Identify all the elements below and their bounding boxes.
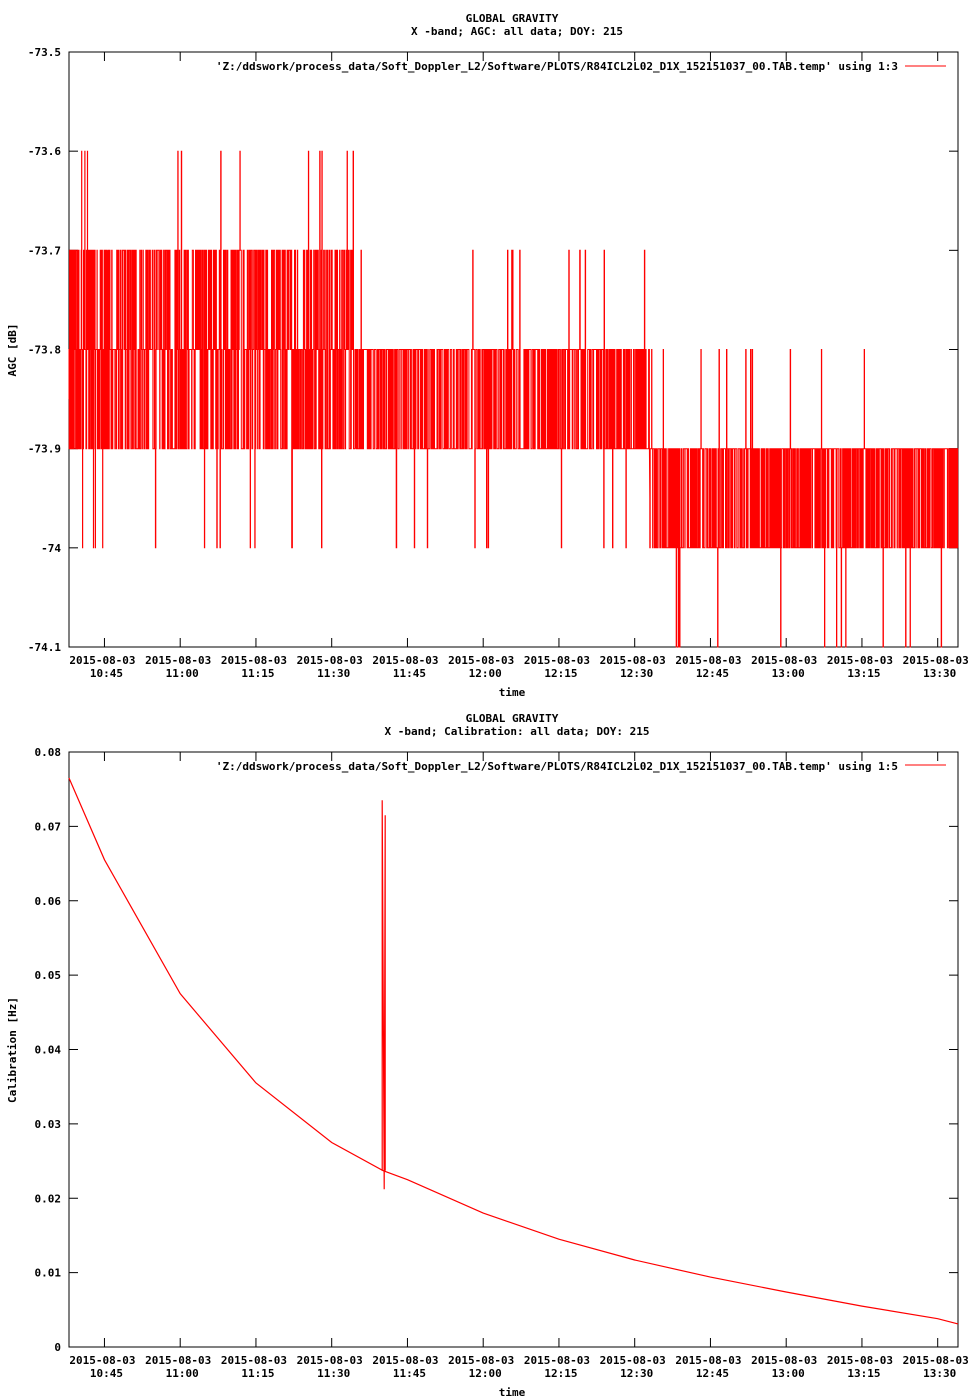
agc-xtick-date-label: 2015-08-03	[524, 654, 590, 667]
agc-xtick-date-label: 2015-08-03	[448, 654, 514, 667]
agc-ytick-label: -73.7	[28, 244, 61, 257]
cal-xtick-time-label: 12:15	[544, 1367, 577, 1380]
cal-axes: 0 0.01 0.02 0.03 0.04 0.05 0.06 0.07 0.08 2015-08…	[35, 746, 969, 1380]
agc-xtick-time-label: 12:30	[620, 667, 653, 680]
agc-xtick-date-label: 2015-08-03	[372, 654, 438, 667]
cal-xtick-time-label: 11:00	[166, 1367, 199, 1380]
cal-legend-label: 'Z:/ddswork/process_data/Soft_Doppler_L2…	[216, 760, 898, 773]
cal-xtick-time-label: 12:30	[620, 1367, 653, 1380]
agc-xtick-time-label: 13:15	[847, 667, 880, 680]
agc-xtick-time-label: 12:15	[544, 667, 577, 680]
cal-xtick-time-label: 13:15	[847, 1367, 880, 1380]
agc-ylabel: AGC [dB]	[6, 324, 19, 377]
cal-chart-subtitle: X -band; Calibration: all data; DOY: 215	[385, 725, 650, 738]
calibration-chart: GLOBAL GRAVITY X -band; Calibration: all…	[6, 712, 969, 1399]
agc-xtick-time-label: 11:30	[317, 667, 350, 680]
cal-ytick-label: 0.06	[35, 895, 62, 908]
cal-xtick-date-label: 2015-08-03	[524, 1354, 590, 1367]
agc-xlabel: time	[499, 686, 526, 699]
agc-xtick-date-label: 2015-08-03	[827, 654, 893, 667]
agc-ytick-label: -74	[41, 542, 61, 555]
agc-series	[68, 150, 959, 648]
cal-plot-frame	[68, 751, 959, 1348]
agc-xtick-time-label: 12:45	[696, 667, 729, 680]
cal-ytick-label: 0.05	[35, 969, 62, 982]
agc-xtick-time-label: 10:45	[90, 667, 123, 680]
agc-xtick-date-label: 2015-08-03	[600, 654, 666, 667]
cal-xtick-date-label: 2015-08-03	[751, 1354, 817, 1367]
cal-xtick-date-label: 2015-08-03	[600, 1354, 666, 1367]
agc-xtick-date-label: 2015-08-03	[145, 654, 211, 667]
cal-xtick-date-label: 2015-08-03	[903, 1354, 969, 1367]
cal-xtick-date-label: 2015-08-03	[221, 1354, 287, 1367]
agc-xtick-date-label: 2015-08-03	[221, 654, 287, 667]
cal-xtick-time-label: 10:45	[90, 1367, 123, 1380]
cal-chart-title: GLOBAL GRAVITY	[466, 712, 559, 725]
agc-legend-label: 'Z:/ddswork/process_data/Soft_Doppler_L2…	[216, 60, 898, 73]
agc-xtick-date-label: 2015-08-03	[751, 654, 817, 667]
cal-xtick-date-label: 2015-08-03	[372, 1354, 438, 1367]
cal-xtick-time-label: 13:00	[772, 1367, 805, 1380]
agc-xtick-date-label: 2015-08-03	[69, 654, 135, 667]
agc-xtick-date-label: 2015-08-03	[903, 654, 969, 667]
agc-xtick-time-label: 11:45	[393, 667, 426, 680]
agc-xtick-time-label: 11:15	[241, 667, 274, 680]
cal-xtick-date-label: 2015-08-03	[827, 1354, 893, 1367]
agc-chart-subtitle: X -band; AGC: all data; DOY: 215	[411, 25, 623, 38]
cal-xtick-date-label: 2015-08-03	[69, 1354, 135, 1367]
agc-chart-title: GLOBAL GRAVITY	[466, 12, 559, 25]
cal-xtick-time-label: 11:45	[393, 1367, 426, 1380]
agc-series-line	[68, 150, 959, 648]
cal-xtick-time-label: 12:45	[696, 1367, 729, 1380]
cal-xtick-date-label: 2015-08-03	[675, 1354, 741, 1367]
cal-xtick-time-label: 11:30	[317, 1367, 350, 1380]
cal-xtick-time-label: 11:15	[241, 1367, 274, 1380]
agc-chart: GLOBAL GRAVITY X -band; AGC: all data; D…	[6, 12, 969, 699]
agc-ytick-label: -73.9	[28, 443, 61, 456]
cal-xtick-time-label: 13:30	[923, 1367, 956, 1380]
agc-ytick-label: -73.5	[28, 46, 61, 59]
agc-xtick-time-label: 12:00	[469, 667, 502, 680]
cal-xlabel: time	[499, 1386, 526, 1399]
agc-ytick-label: -74.1	[28, 641, 61, 654]
agc-xtick-time-label: 11:00	[166, 667, 199, 680]
cal-ylabel: Calibration [Hz]	[6, 997, 19, 1103]
cal-ytick-label: 0.08	[35, 746, 62, 759]
agc-ytick-label: -73.8	[28, 344, 61, 357]
agc-xtick-date-label: 2015-08-03	[675, 654, 741, 667]
cal-ytick-label: 0.02	[35, 1192, 62, 1205]
cal-xtick-date-label: 2015-08-03	[448, 1354, 514, 1367]
cal-xtick-date-label: 2015-08-03	[145, 1354, 211, 1367]
cal-ytick-label: 0	[54, 1341, 61, 1354]
cal-ytick-label: 0.03	[35, 1118, 62, 1131]
agc-xtick-time-label: 13:00	[772, 667, 805, 680]
cal-spike	[381, 800, 386, 1190]
agc-ytick-label: -73.6	[28, 145, 61, 158]
cal-xtick-date-label: 2015-08-03	[297, 1354, 363, 1367]
cal-series	[68, 777, 959, 1325]
agc-axes: -73.5 -73.6 -73.7 -73.8 -73.9 -74 -74.1 2015-08…	[28, 46, 969, 680]
cal-ytick-label: 0.01	[35, 1267, 62, 1280]
agc-xtick-date-label: 2015-08-03	[297, 654, 363, 667]
cal-ytick-label: 0.07	[35, 820, 62, 833]
cal-xtick-time-label: 12:00	[469, 1367, 502, 1380]
cal-series-line	[68, 777, 959, 1325]
cal-ytick-label: 0.04	[35, 1044, 62, 1057]
agc-xtick-time-label: 13:30	[923, 667, 956, 680]
